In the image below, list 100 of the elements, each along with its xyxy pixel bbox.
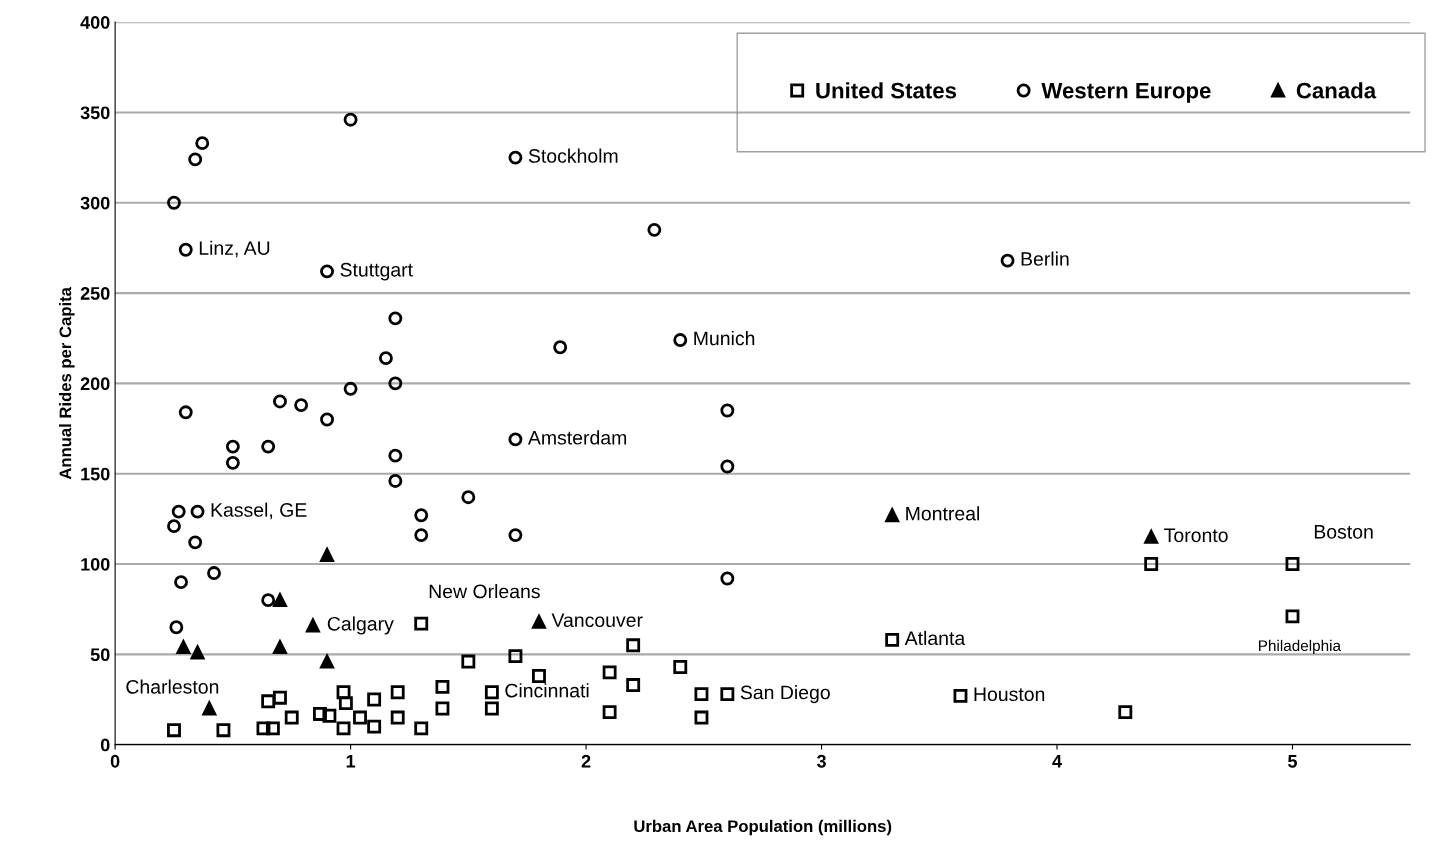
point xyxy=(694,687,709,702)
point xyxy=(167,519,181,534)
point xyxy=(378,351,393,366)
point xyxy=(461,654,476,669)
point xyxy=(178,242,193,257)
point xyxy=(322,708,337,723)
point xyxy=(169,620,184,635)
point xyxy=(207,566,221,580)
x-tick-label: 0 xyxy=(110,754,120,768)
annotation: Philadelphia xyxy=(1259,639,1342,655)
point xyxy=(343,112,358,127)
annotation: Amsterdam xyxy=(527,430,627,445)
point xyxy=(256,721,271,736)
point xyxy=(195,136,210,151)
point xyxy=(261,694,276,709)
point xyxy=(305,618,320,633)
point xyxy=(336,721,351,736)
y-tick-label: 50 xyxy=(90,648,110,662)
point xyxy=(336,685,351,700)
point xyxy=(414,721,429,736)
annotation: Stockholm xyxy=(528,148,618,163)
annotation: Stuttgart xyxy=(340,262,413,281)
point xyxy=(176,640,191,655)
annotation: Linz, AU xyxy=(199,240,270,258)
point xyxy=(484,685,499,700)
point xyxy=(885,508,900,523)
point xyxy=(1144,529,1159,544)
point xyxy=(273,593,287,608)
point xyxy=(353,710,367,725)
point xyxy=(225,439,240,454)
x-axis-title: Urban Area Population (millions) xyxy=(634,819,892,836)
point xyxy=(261,439,276,454)
point xyxy=(188,535,203,550)
annotation: Houston xyxy=(974,687,1045,702)
point xyxy=(320,654,334,669)
legend-label: Western Europe xyxy=(1041,82,1211,103)
annotation: Kassel, GE xyxy=(211,502,307,520)
point xyxy=(602,665,617,680)
point xyxy=(390,685,405,700)
point xyxy=(190,504,205,519)
point xyxy=(320,548,334,562)
point xyxy=(720,403,735,418)
y-axis-title: Annual Rides per Capita xyxy=(59,286,75,480)
point xyxy=(190,645,205,660)
point xyxy=(532,669,546,683)
annotation: New Orleans xyxy=(429,584,540,599)
x-tick-label: 5 xyxy=(1288,755,1297,768)
point xyxy=(320,412,334,427)
point xyxy=(273,690,287,705)
annotation: Cincinnati xyxy=(505,683,589,698)
point xyxy=(484,701,499,716)
point xyxy=(1000,253,1015,268)
point xyxy=(388,311,403,326)
legend-label: Canada xyxy=(1296,82,1377,99)
point xyxy=(167,195,181,210)
point xyxy=(435,701,450,716)
point xyxy=(414,616,429,631)
point xyxy=(508,649,523,664)
y-tick-label: 400 xyxy=(80,16,110,29)
annotation: Vancouver xyxy=(551,613,643,628)
point xyxy=(202,701,217,716)
point xyxy=(720,459,735,474)
point xyxy=(388,376,403,391)
point xyxy=(273,640,287,655)
annotation: Berlin xyxy=(1021,251,1069,266)
point xyxy=(532,614,546,629)
y-tick-label: 250 xyxy=(80,287,110,300)
point xyxy=(885,632,900,647)
point xyxy=(720,687,735,702)
annotation: Boston xyxy=(1314,525,1373,539)
point xyxy=(178,405,193,420)
annotation: Montreal xyxy=(906,506,980,521)
point xyxy=(313,707,327,721)
point xyxy=(553,340,568,355)
x-tick-label: 4 xyxy=(1052,755,1062,768)
x-tick-label: 1 xyxy=(346,755,356,768)
point xyxy=(953,688,968,703)
point xyxy=(273,394,287,409)
point xyxy=(673,333,688,347)
point xyxy=(343,381,358,396)
legend-label: United States xyxy=(816,82,957,99)
annotation: Charleston xyxy=(126,679,219,694)
point xyxy=(626,678,641,692)
point xyxy=(414,528,429,543)
point xyxy=(261,593,276,608)
point xyxy=(602,705,617,720)
point xyxy=(284,710,299,725)
point xyxy=(720,571,735,586)
point xyxy=(508,150,523,165)
annotation: Calgary xyxy=(327,616,394,635)
point xyxy=(367,719,382,734)
point xyxy=(1118,705,1133,720)
point xyxy=(188,152,203,167)
point xyxy=(1285,609,1300,624)
y-tick-label: 350 xyxy=(80,106,110,120)
y-tick-label: 0 xyxy=(100,738,110,752)
point xyxy=(265,721,280,736)
point xyxy=(338,696,353,711)
point xyxy=(367,692,382,707)
point xyxy=(626,638,641,653)
